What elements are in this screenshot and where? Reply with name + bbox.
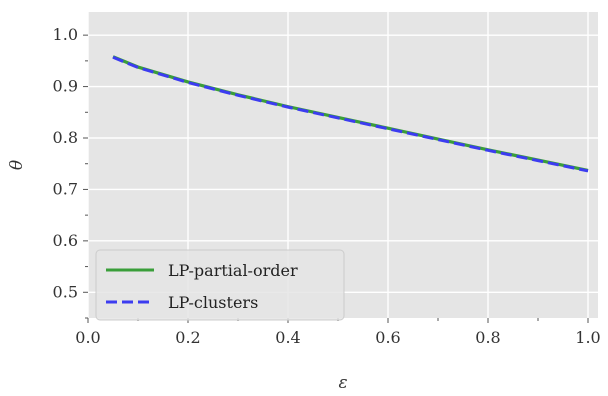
- x-axis-label: ε: [338, 373, 347, 393]
- x-tick-label: 0.8: [475, 328, 500, 347]
- legend-label-1: LP-partial-order: [168, 261, 298, 280]
- x-tick-label: 0.0: [75, 328, 100, 347]
- y-tick-label: 0.6: [53, 231, 78, 250]
- x-tick-label: 0.2: [175, 328, 200, 347]
- y-tick-label: 0.5: [53, 282, 78, 301]
- y-axis-label: θ: [7, 160, 27, 170]
- y-tick-label: 0.7: [53, 179, 78, 198]
- y-tick-label: 0.9: [53, 77, 78, 96]
- legend-frame: [95, 249, 345, 321]
- x-tick-label: 0.4: [275, 328, 300, 347]
- legend: LP-partial-order LP-clusters: [95, 249, 345, 321]
- x-tick-label: 0.6: [375, 328, 400, 347]
- ticks: 0.0 0.2 0.4 0.6 0.8 1.0 0.5 0.6 0.7 0.8 0.9 1.0: [53, 25, 601, 347]
- legend-label-2: LP-clusters: [168, 293, 258, 312]
- y-tick-label: 0.8: [53, 128, 78, 147]
- y-tick-label: 1.0: [53, 25, 78, 44]
- x-tick-label: 1.0: [575, 328, 600, 347]
- series-layer: [112, 55, 589, 173]
- series-line-2: [112, 55, 589, 173]
- grid: [87, 12, 598, 318]
